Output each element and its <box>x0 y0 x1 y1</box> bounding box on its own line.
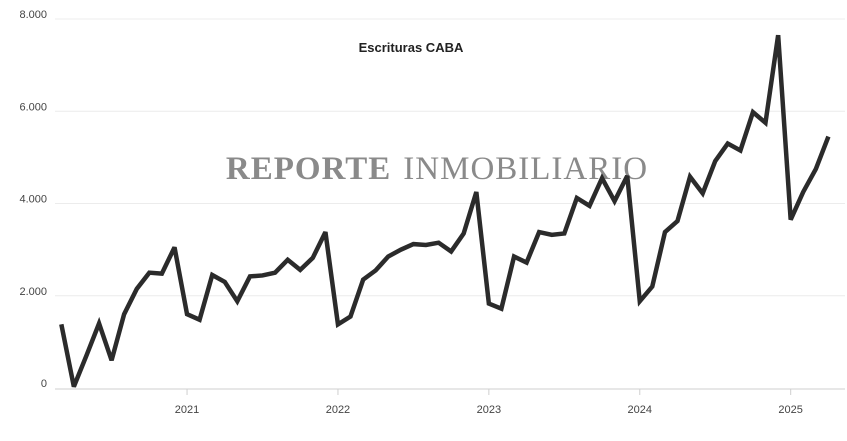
y-tick-label: 8.000 <box>19 9 47 21</box>
data-line <box>59 34 831 388</box>
y-tick-label: 2.000 <box>19 286 47 298</box>
watermark: REPORTE INMOBILIARIO <box>226 151 648 187</box>
watermark-bold: REPORTE <box>226 151 391 187</box>
x-tick-label: 2025 <box>778 404 802 416</box>
grid <box>55 18 845 297</box>
watermark-light: INMOBILIARIO <box>403 151 648 187</box>
y-tick-label: 6.000 <box>19 101 47 113</box>
x-tick-label: 2021 <box>175 404 199 416</box>
chart-title: Escrituras CABA <box>359 40 464 55</box>
x-tick-label: 2024 <box>628 404 652 416</box>
y-tick-label: 4.000 <box>19 194 47 206</box>
x-tick-label: 2022 <box>326 404 350 416</box>
x-tick-label: 2023 <box>477 404 501 416</box>
y-tick-label: 0 <box>41 378 47 390</box>
